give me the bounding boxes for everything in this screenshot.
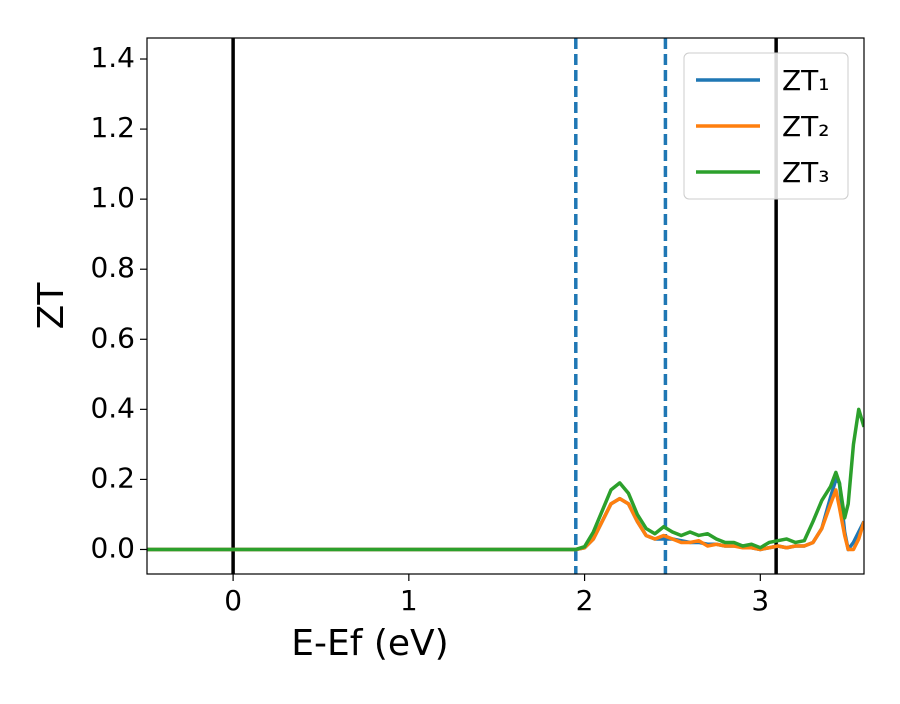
- x-tick-label: 1: [400, 584, 418, 617]
- y-tick-label: 1.0: [90, 181, 135, 214]
- legend-box: [683, 52, 849, 200]
- y-axis-label: ZT: [31, 282, 72, 330]
- x-axis-label: E-Ef (eV): [291, 623, 448, 664]
- y-tick-label: 0.0: [90, 531, 135, 564]
- x-tick-label: 0: [224, 584, 242, 617]
- x-tick-label: 3: [751, 584, 769, 617]
- series-line: [147, 477, 864, 552]
- y-tick-label: 0.6: [90, 321, 135, 354]
- plot-frame: [146, 37, 865, 575]
- y-tick-label: 0.8: [90, 251, 135, 284]
- legend-label: ZT₁: [782, 64, 830, 97]
- legend-label: ZT₃: [782, 156, 830, 189]
- legend-label: ZT₂: [782, 110, 830, 143]
- y-tick-label: 0.4: [90, 391, 135, 424]
- series-line: [147, 488, 864, 552]
- y-tick-label: 1.2: [90, 111, 135, 144]
- y-tick-label: 1.4: [90, 41, 135, 74]
- x-tick-label: 2: [576, 584, 594, 617]
- series-line: [147, 407, 864, 552]
- y-tick-label: 0.2: [90, 461, 135, 494]
